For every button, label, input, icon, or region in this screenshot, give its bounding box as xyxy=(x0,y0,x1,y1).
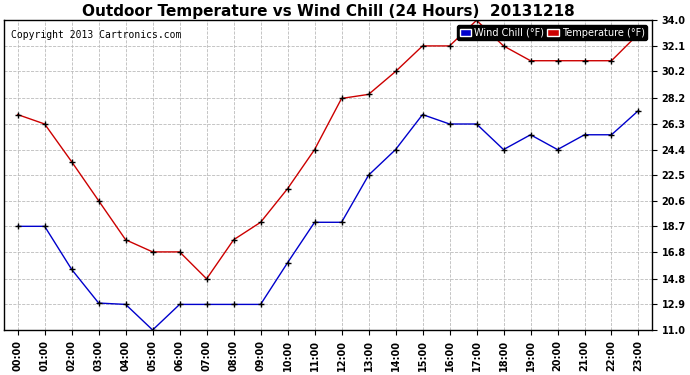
Title: Outdoor Temperature vs Wind Chill (24 Hours)  20131218: Outdoor Temperature vs Wind Chill (24 Ho… xyxy=(81,4,575,19)
Legend: Wind Chill (°F), Temperature (°F): Wind Chill (°F), Temperature (°F) xyxy=(457,25,647,40)
Text: Copyright 2013 Cartronics.com: Copyright 2013 Cartronics.com xyxy=(10,30,181,40)
